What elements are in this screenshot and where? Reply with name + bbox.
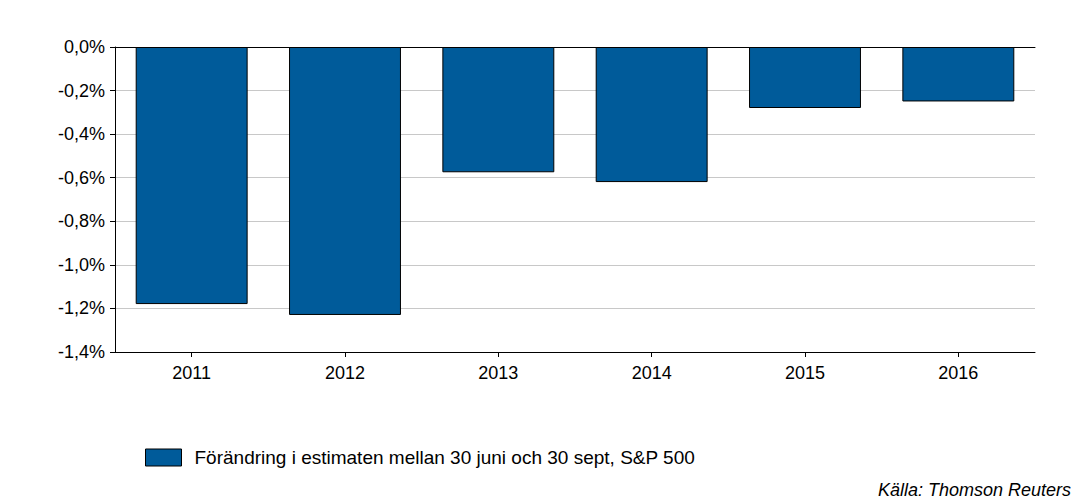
svg-text:-1,4%: -1,4% (58, 342, 105, 362)
svg-text:2016: 2016 (938, 363, 978, 383)
svg-text:-0,4%: -0,4% (58, 124, 105, 144)
svg-text:2013: 2013 (478, 363, 518, 383)
svg-text:-1,2%: -1,2% (58, 298, 105, 318)
svg-text:0,0%: 0,0% (64, 37, 105, 57)
svg-text:-0,6%: -0,6% (58, 168, 105, 188)
svg-text:-0,8%: -0,8% (58, 211, 105, 231)
svg-text:Förändring i estimaten mellan: Förändring i estimaten mellan 30 juni oc… (195, 447, 695, 468)
svg-text:2011: 2011 (172, 363, 211, 383)
svg-text:2012: 2012 (325, 363, 365, 383)
svg-text:Källa: Thomson Reuters: Källa: Thomson Reuters (878, 480, 1071, 500)
svg-text:2014: 2014 (632, 363, 672, 383)
svg-text:-0,2%: -0,2% (58, 81, 105, 101)
svg-text:2015: 2015 (785, 363, 825, 383)
svg-text:-1,0%: -1,0% (58, 255, 105, 275)
